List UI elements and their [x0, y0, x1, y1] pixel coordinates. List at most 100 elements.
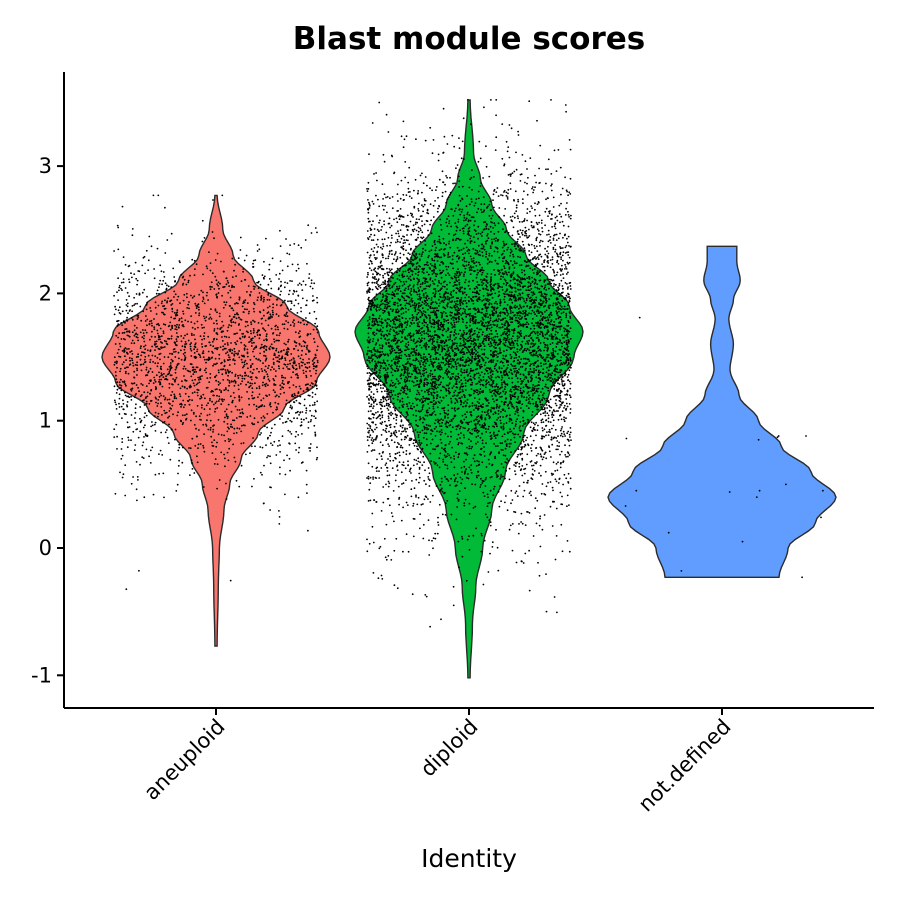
data-point: [528, 549, 530, 552]
data-point: [520, 249, 522, 252]
data-point: [300, 283, 303, 286]
data-point: [159, 352, 162, 355]
data-point: [154, 306, 157, 309]
data-point: [372, 541, 375, 544]
data-point: [278, 516, 281, 518]
data-point: [470, 464, 473, 467]
data-point: [463, 214, 466, 217]
data-point: [272, 313, 274, 316]
data-point: [210, 308, 212, 310]
data-point: [156, 405, 159, 407]
data-point: [229, 579, 232, 582]
data-point: [402, 424, 404, 427]
data-point: [226, 351, 229, 354]
data-point: [531, 414, 533, 416]
data-point: [201, 300, 204, 303]
data-point: [456, 480, 459, 483]
data-point: [136, 315, 139, 317]
data-point: [314, 365, 316, 368]
data-point: [486, 367, 488, 369]
data-point: [263, 383, 266, 386]
data-point: [300, 462, 303, 464]
data-point: [423, 418, 426, 421]
data-point: [380, 434, 383, 436]
data-point: [380, 333, 383, 335]
data-point: [547, 245, 549, 248]
data-point: [511, 286, 514, 289]
data-point: [233, 427, 236, 430]
data-point: [313, 282, 316, 285]
data-point: [178, 393, 181, 395]
data-point: [569, 359, 572, 362]
data-point: [422, 374, 425, 377]
data-point: [276, 334, 278, 336]
data-point: [528, 276, 530, 278]
data-point: [403, 380, 406, 382]
data-point: [222, 348, 224, 351]
data-point: [516, 418, 518, 420]
data-point: [295, 345, 297, 347]
data-point: [251, 342, 253, 344]
data-point: [408, 424, 410, 426]
data-point: [438, 269, 441, 272]
data-point: [217, 284, 220, 287]
data-point: [437, 153, 440, 156]
data-point: [149, 361, 152, 363]
data-point: [405, 368, 408, 371]
data-point: [430, 311, 432, 314]
data-point: [266, 306, 269, 309]
data-point: [558, 383, 561, 385]
data-point: [554, 338, 557, 340]
data-point: [213, 463, 216, 465]
data-point: [242, 365, 245, 368]
data-point: [564, 435, 566, 437]
data-point: [419, 174, 422, 177]
data-point: [526, 340, 528, 343]
data-point: [166, 284, 168, 287]
data-point: [377, 285, 380, 288]
data-point: [267, 292, 270, 295]
data-point: [540, 455, 543, 458]
data-point: [256, 299, 259, 301]
data-point: [135, 428, 138, 431]
data-point: [565, 189, 568, 192]
data-point: [188, 307, 190, 310]
data-point: [136, 364, 139, 367]
data-point: [176, 299, 179, 301]
data-point: [264, 345, 266, 347]
data-point: [530, 363, 532, 365]
data-point: [145, 303, 148, 306]
data-point: [402, 430, 405, 433]
data-point: [378, 317, 380, 320]
data-point: [139, 395, 142, 398]
data-point: [184, 356, 187, 359]
data-point: [176, 309, 179, 312]
data-point: [118, 393, 121, 396]
data-point: [115, 334, 118, 337]
data-point: [398, 454, 401, 457]
data-point: [315, 317, 318, 320]
data-point: [381, 421, 384, 424]
data-point: [464, 242, 466, 245]
data-point: [296, 411, 298, 414]
data-point: [488, 377, 491, 380]
data-point: [399, 392, 402, 395]
data-point: [179, 395, 182, 398]
data-point: [288, 359, 291, 362]
data-point: [527, 258, 530, 261]
data-point: [284, 363, 287, 366]
data-point: [145, 385, 148, 387]
data-point: [510, 439, 512, 441]
data-point: [476, 351, 479, 354]
data-point: [490, 329, 493, 332]
data-point: [503, 298, 505, 301]
data-point: [569, 356, 572, 359]
data-point: [303, 345, 306, 347]
data-point: [531, 473, 534, 476]
data-point: [240, 442, 243, 445]
data-point: [540, 293, 543, 295]
data-point: [139, 331, 142, 334]
data-point: [209, 288, 212, 291]
data-point: [291, 364, 294, 367]
data-point: [480, 477, 482, 480]
